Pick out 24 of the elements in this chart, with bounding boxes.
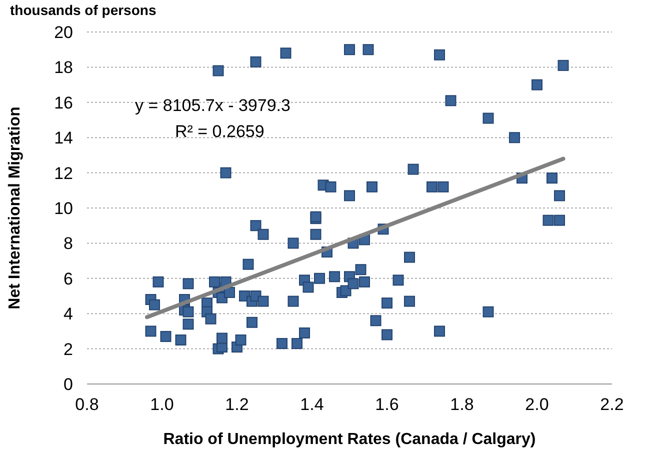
annotation: R² = 0.2659 <box>175 122 264 142</box>
y-tick-label: 4 <box>64 304 73 324</box>
y-tick-label: 20 <box>54 23 73 42</box>
y-tick-label: 8 <box>64 234 73 254</box>
y-tick-label: 18 <box>54 58 73 78</box>
y-tick-label: 10 <box>54 199 73 218</box>
y-tick-label: 2 <box>64 340 73 359</box>
y-tick-label: 6 <box>64 269 73 288</box>
y-tick-label: 16 <box>54 93 73 112</box>
y-tick-label: 14 <box>54 128 73 148</box>
x-tick-label: 1.0 <box>150 395 174 414</box>
annotation: y = 8105.7x - 3979.3 <box>135 96 290 116</box>
y-tick-label: 12 <box>54 164 73 183</box>
y-axis-title: Net International Migration <box>6 106 24 310</box>
x-tick-label: 1.8 <box>450 395 474 414</box>
x-tick-label: 2.2 <box>600 395 624 414</box>
x-tick-label: 1.4 <box>300 395 324 414</box>
x-tick-label: 1.6 <box>375 395 399 414</box>
x-tick-label: 2.0 <box>525 395 549 414</box>
x-tick-label: 1.2 <box>225 395 249 414</box>
chart-title: thousands of persons <box>10 2 156 18</box>
x-axis-title: Ratio of Unemployment Rates (Canada / Calgary) <box>163 431 536 448</box>
y-tick-label: 0 <box>64 375 73 394</box>
x-tick-label: 0.8 <box>75 395 99 414</box>
